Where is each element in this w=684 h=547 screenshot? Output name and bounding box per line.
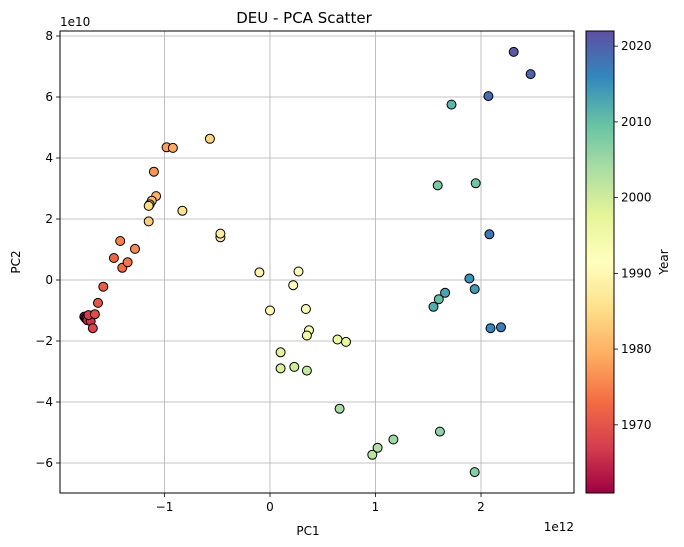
data-point [115, 236, 126, 246]
data-point [470, 178, 481, 189]
data-point [332, 334, 343, 345]
grid-lines [60, 31, 574, 493]
data-point [293, 266, 304, 277]
colorbar-tick-label: 1990 [621, 266, 652, 280]
data-point [446, 99, 457, 110]
data-point [367, 449, 378, 460]
x-tick-label: 2 [477, 500, 485, 514]
data-point [275, 363, 286, 374]
colorbar-tick-label: 1980 [621, 342, 652, 356]
colorbar-label: Year [657, 249, 671, 275]
x-tick-label: 0 [266, 500, 274, 514]
data-point [93, 297, 103, 308]
data-point [215, 228, 226, 239]
data-point [464, 273, 475, 284]
data-point [148, 166, 159, 177]
data-point [122, 257, 133, 268]
data-point [301, 365, 312, 376]
data-point [428, 301, 439, 312]
y-axis-ticks: −6 −4 −2 0 2 4 6 8 [35, 29, 60, 470]
data-point [300, 304, 311, 314]
data-point [288, 280, 299, 291]
data-point [469, 284, 480, 295]
x-axis-ticks: −1 0 1 2 [156, 493, 485, 514]
data-point [372, 442, 383, 453]
y-tick-label: 6 [45, 90, 53, 104]
colorbar-tick-label: 2000 [621, 191, 652, 205]
data-point [484, 229, 495, 240]
y-tick-label: 0 [45, 273, 53, 287]
x-axis-offset: 1e12 [544, 520, 574, 534]
plot-area-frame [59, 30, 575, 494]
data-point [440, 287, 451, 298]
data-point [432, 180, 443, 191]
colorbar-tick-label: 2020 [621, 39, 652, 53]
x-tick-label: 1 [372, 500, 380, 514]
data-point [177, 205, 188, 216]
y-axis-label: PC2 [9, 250, 23, 273]
colorbar-ticks: 1970 1980 1990 2000 2010 2020 [614, 39, 652, 432]
data-point [108, 253, 119, 263]
data-points [79, 46, 536, 478]
y-tick-label: 8 [45, 29, 53, 43]
data-point [143, 216, 154, 227]
y-tick-label: −4 [35, 395, 53, 409]
data-point [87, 323, 98, 334]
data-point [433, 294, 444, 305]
colorbar-tick-label: 2010 [621, 115, 652, 129]
data-point [167, 142, 178, 153]
colorbar [585, 30, 615, 494]
y-tick-label: 4 [45, 151, 53, 165]
data-point [89, 309, 100, 320]
data-point [483, 91, 494, 102]
y-axis-offset: 1e10 [60, 15, 90, 29]
data-point [434, 426, 445, 437]
data-point [265, 305, 275, 316]
data-point [525, 69, 536, 80]
data-point [485, 323, 496, 334]
y-tick-label: −2 [35, 334, 53, 348]
x-tick-label: −1 [156, 500, 174, 514]
data-point [341, 336, 351, 347]
data-point [275, 347, 286, 358]
data-point [98, 281, 109, 292]
data-point [508, 46, 519, 57]
data-point [469, 467, 480, 478]
data-point [496, 322, 506, 333]
data-point [130, 243, 140, 254]
chart-title: DEU - PCA Scatter [236, 9, 372, 27]
y-tick-label: −6 [35, 456, 53, 470]
x-axis-label: PC1 [296, 524, 319, 538]
colorbar-tick-label: 1970 [621, 418, 652, 432]
data-point [254, 267, 265, 278]
data-point [289, 361, 300, 372]
data-point [143, 200, 154, 211]
data-point [334, 403, 345, 414]
y-tick-label: 2 [45, 212, 53, 226]
data-point [301, 330, 312, 341]
data-point [204, 133, 215, 144]
data-point [388, 434, 399, 445]
